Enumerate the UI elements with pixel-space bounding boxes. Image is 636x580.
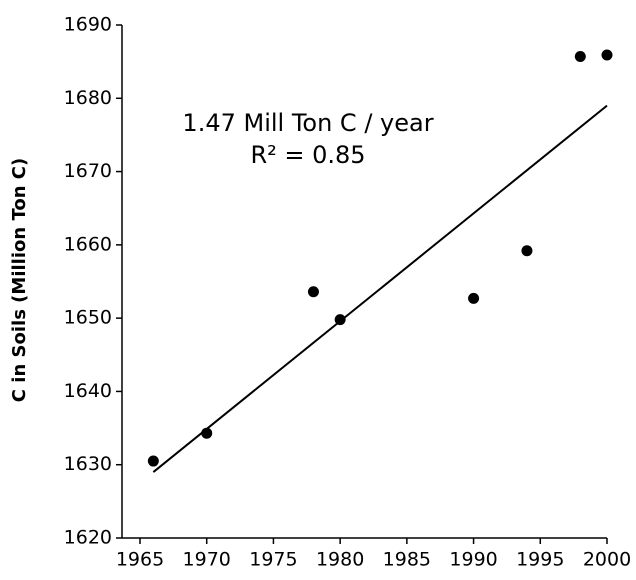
point [468,292,480,304]
annotation: R² = 0.85 [250,141,365,169]
point [574,51,586,63]
point [147,455,159,467]
y-tick-label: 1620 [64,527,112,549]
x-tick-label: 1965 [116,549,164,571]
point [521,245,533,257]
x-tick-label: 1975 [249,549,297,571]
annotation: 1.47 Mill Ton C / year [182,109,433,137]
x-tick-label: 2000 [583,549,631,571]
x-tick-label: 1985 [383,549,431,571]
trend-line [152,104,608,473]
point [307,286,319,298]
x-tick-label: 1995 [516,549,564,571]
y-tick-label: 1650 [64,307,112,329]
x-tick-label: 1980 [316,549,364,571]
point [601,49,613,61]
point [201,427,213,439]
x-tick-label: 1990 [449,549,497,571]
y-tick-label: 1660 [64,233,112,255]
y-tick-label: 1640 [64,380,112,402]
y-tick-label: 1670 [64,160,112,182]
y-tick-label: 1680 [64,87,112,109]
y-tick-label: 1630 [64,453,112,475]
y-tick-label: 1690 [64,14,112,36]
point [334,314,346,326]
y-axis-label: C in Soils (Million Ton C) [9,158,30,402]
x-tick-label: 1970 [183,549,231,571]
